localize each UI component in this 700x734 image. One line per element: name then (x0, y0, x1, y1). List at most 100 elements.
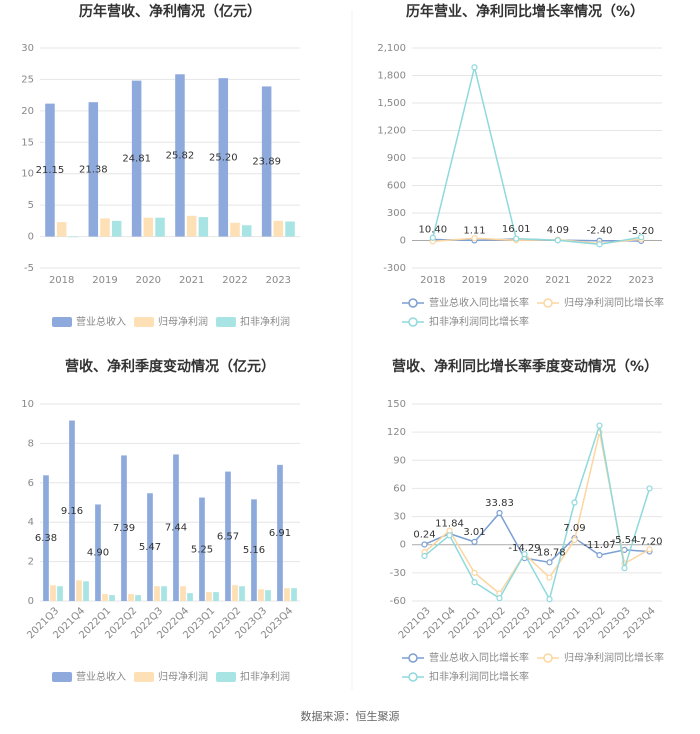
bar (100, 218, 110, 237)
legend-marker (408, 317, 418, 327)
y-tick-label: 1,800 (377, 71, 406, 82)
legend-swatch (134, 317, 154, 327)
y-tick-label: 1,200 (377, 126, 406, 137)
bar (45, 103, 55, 237)
y-tick-label: 0 (28, 232, 34, 243)
y-tick-label: 15 (21, 137, 34, 148)
y-tick-label: -300 (383, 263, 406, 274)
x-tick-label: 2022 (587, 275, 612, 286)
bar (143, 217, 154, 237)
data-label: 16.01 (502, 224, 531, 235)
data-label: 21.15 (36, 165, 65, 176)
chart-title: 营收、净利同比增长率季度变动情况（%） (392, 358, 658, 375)
bar (175, 74, 185, 237)
point (496, 509, 503, 517)
bar (121, 455, 127, 601)
y-tick-label: 300 (387, 208, 406, 219)
bar (206, 592, 212, 601)
bar (56, 222, 67, 237)
point (429, 234, 436, 241)
bar (95, 504, 101, 601)
data-label: 7.44 (165, 523, 187, 534)
point (471, 235, 478, 242)
point (446, 532, 453, 539)
bar (199, 497, 205, 601)
point (513, 235, 520, 242)
y-tick-label: 30 (393, 512, 406, 523)
x-tick-label: 2018 (49, 275, 74, 286)
bar (83, 581, 89, 601)
point (546, 596, 553, 603)
legend-label: 归母净利润 (158, 670, 208, 683)
y-tick-label: 20 (21, 106, 34, 117)
legend-label: 扣非净利润同比增长率 (429, 670, 529, 683)
y-tick-label: 120 (387, 427, 406, 438)
bar (230, 222, 240, 237)
legend-label: 营业总收入同比增长率 (429, 296, 529, 309)
point (471, 538, 478, 545)
data-label: 5.25 (191, 544, 213, 555)
x-tick-label: 2020 (136, 275, 161, 286)
legend-swatch (52, 317, 72, 327)
source: 数据来源：恒生聚源 (301, 709, 400, 723)
data-label: 33.83 (485, 498, 514, 509)
data-label: 21.38 (79, 164, 108, 175)
bar (109, 595, 115, 601)
point (546, 559, 553, 566)
data-label: 4.90 (87, 548, 109, 559)
data-label: 6.38 (35, 533, 57, 544)
y-tick-label: -30 (390, 568, 406, 579)
x-tick-label: 2021 (179, 275, 204, 286)
bar (43, 475, 49, 601)
y-tick-label: 900 (387, 153, 406, 164)
point (471, 579, 478, 586)
bar (241, 225, 252, 237)
legend-marker (408, 672, 418, 682)
legend-swatch (134, 672, 154, 682)
point (546, 574, 553, 581)
line (424, 511, 650, 564)
bar (239, 586, 245, 601)
bar (284, 588, 290, 601)
bar (186, 215, 197, 237)
bar (161, 586, 167, 601)
y-tick-label: 5 (28, 200, 34, 211)
legend-marker (408, 298, 418, 308)
data-label: 0.24 (413, 529, 435, 540)
bar (258, 589, 264, 601)
data-label: 7.09 (563, 523, 585, 534)
bar (88, 102, 99, 237)
point (596, 422, 603, 429)
point (421, 552, 428, 560)
y-tick-label: 2 (28, 557, 34, 568)
legend-label: 营业总收入同比增长率 (429, 651, 529, 664)
y-tick-label: 0 (28, 596, 34, 607)
y-tick-label: 0 (400, 540, 406, 551)
data-label: 5.16 (243, 545, 265, 556)
bar (291, 588, 297, 601)
bar (155, 217, 165, 237)
y-tick-label: 8 (28, 438, 34, 449)
bar (198, 217, 209, 237)
y-tick-label: 25 (21, 74, 34, 85)
bar (180, 586, 186, 601)
point (471, 64, 478, 71)
legend-label: 归母净利润 (158, 315, 208, 328)
bar (261, 86, 272, 237)
data-label: -5.54 (612, 535, 638, 546)
bar (154, 586, 160, 601)
bar (102, 594, 108, 601)
x-tick-label: 2019 (92, 275, 117, 286)
chart-title: 历年营收、净利情况（亿元） (79, 3, 261, 20)
bar (147, 493, 153, 601)
data-label: 11.84 (435, 519, 464, 530)
data-label: 23.89 (252, 156, 281, 167)
bar (251, 499, 257, 601)
point (621, 565, 628, 572)
point (596, 551, 603, 559)
bar (135, 595, 141, 601)
y-tick-label: 10 (21, 169, 34, 180)
y-tick-label: 60 (393, 483, 406, 494)
point (646, 546, 653, 553)
